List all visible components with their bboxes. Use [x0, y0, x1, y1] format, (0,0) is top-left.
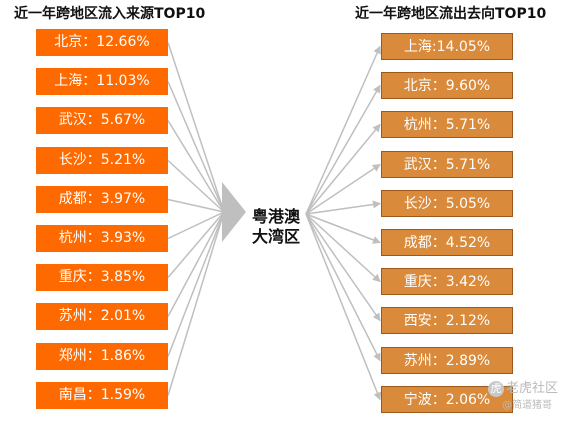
watermark-author: @简道猪哥	[502, 400, 552, 411]
inflow-arrow-line	[167, 42, 225, 213]
inflow-box: 苏州：2.01%	[36, 303, 168, 330]
inflow-box: 长沙：5.21%	[36, 147, 168, 174]
outflow-box: 北京：9.60%	[381, 72, 513, 99]
outflow-arrow-line	[305, 84, 381, 215]
inflow-box: 郑州：1.86%	[36, 343, 168, 370]
inflow-arrow-line	[167, 211, 225, 317]
inflow-arrow-line	[167, 211, 225, 357]
outflow-arrow-line	[305, 45, 381, 215]
center-label-line1: 粤港澳	[251, 207, 300, 226]
inflow-arrow-line	[167, 198, 225, 213]
outflow-heading: 近一年跨地区流出去向TOP10	[355, 6, 547, 22]
inflow-box: 杭州：3.93%	[36, 225, 168, 252]
watermark-site: 老虎社区	[506, 381, 559, 396]
inflow-arrow-line	[167, 81, 225, 213]
outflow-arrow-line	[305, 213, 382, 401]
outflow-arrow-line	[305, 123, 381, 215]
watermark: 虎老虎社区 @简道猪哥	[488, 380, 580, 420]
inflow-box: 重庆：3.85%	[36, 264, 168, 291]
inflow-arrow-line	[167, 211, 225, 278]
outflow-arrow-line	[305, 213, 381, 283]
center-region-label: 粤港澳 大湾区	[246, 207, 306, 247]
outflow-arrow-line	[305, 200, 381, 215]
outflow-arrow-line	[305, 163, 381, 215]
convergence-arrowhead	[222, 182, 246, 242]
inflow-box: 北京：12.66%	[36, 29, 168, 56]
inflow-arrow-line	[167, 211, 225, 240]
tiger-logo-icon: 虎	[488, 380, 504, 397]
inflow-box: 武汉：5.67%	[36, 107, 168, 134]
inflow-box: 南昌：1.59%	[36, 382, 168, 409]
outflow-arrow-line	[305, 213, 381, 244]
outflow-box: 宁波：2.06%	[381, 386, 513, 413]
inflow-box: 上海：11.03%	[36, 68, 168, 95]
outflow-box: 成都：4.52%	[381, 229, 513, 256]
outflow-box: 苏州：2.89%	[381, 347, 513, 374]
outflow-box: 上海:14.05%	[381, 33, 513, 60]
outflow-box: 杭州：5.71%	[381, 111, 513, 138]
outflow-box: 重庆：3.42%	[381, 268, 513, 295]
inflow-arrow-line	[167, 159, 225, 213]
inflow-box: 成都：3.97%	[36, 186, 168, 213]
inflow-arrow-line	[167, 120, 225, 213]
outflow-box: 长沙：5.05%	[381, 190, 513, 217]
center-label-line2: 大湾区	[251, 227, 300, 246]
outflow-arrow-line	[305, 213, 381, 362]
outflow-arrow-line	[305, 213, 381, 322]
outflow-box: 武汉：5.71%	[381, 151, 513, 178]
inflow-heading: 近一年跨地区流入来源TOP10	[14, 6, 206, 22]
outflow-box: 西安：2.12%	[381, 307, 513, 334]
inflow-arrow-line	[167, 211, 225, 396]
